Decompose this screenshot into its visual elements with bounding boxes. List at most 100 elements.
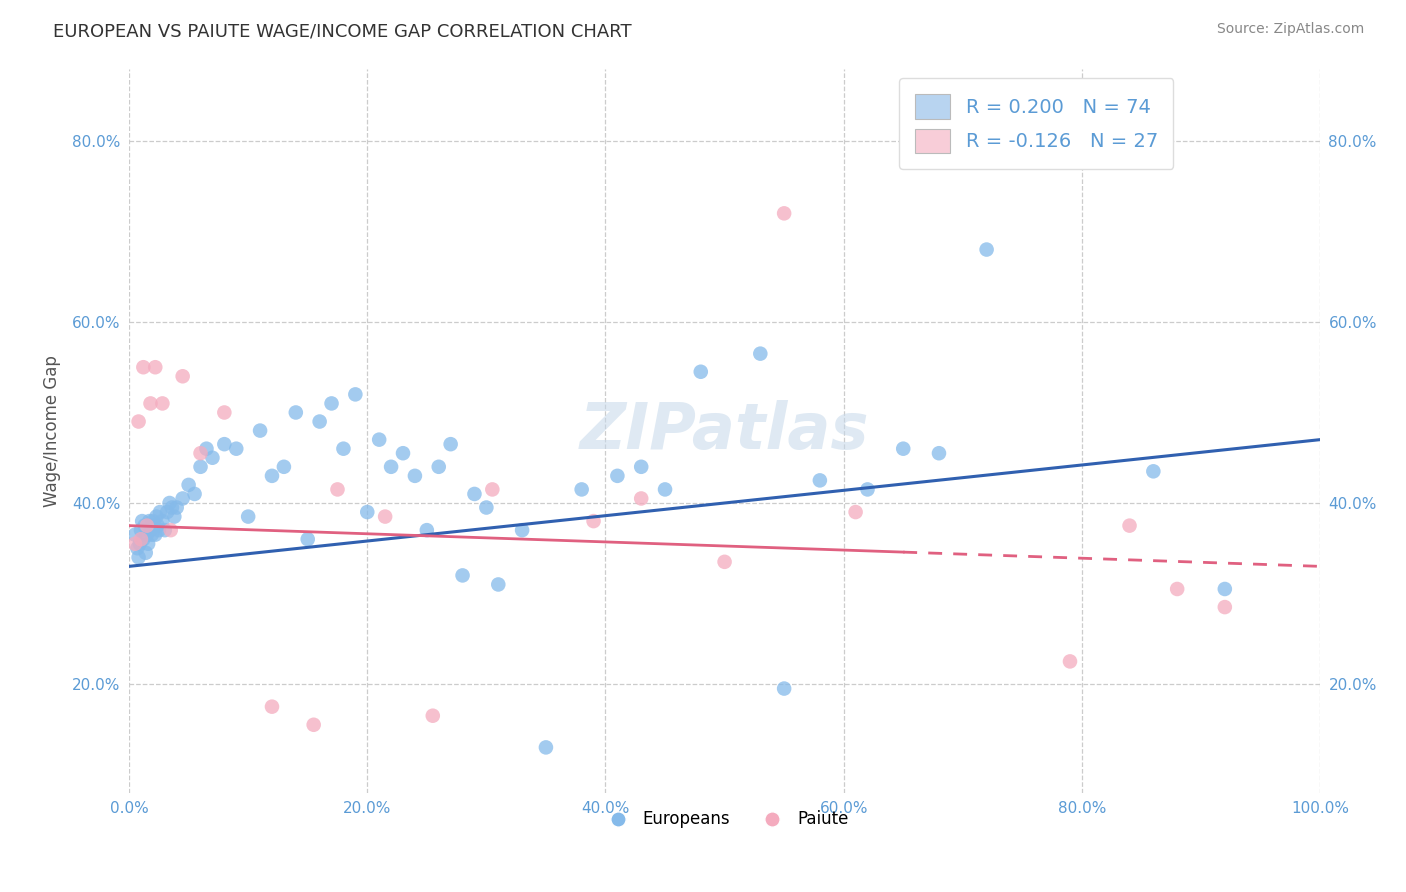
Point [132, 360, 155, 375]
Point [773, 681, 796, 696]
Point [582, 514, 605, 528]
Point [152, 514, 174, 528]
Point [195, 442, 218, 456]
Point [654, 483, 676, 497]
Text: EUROPEAN VS PAIUTE WAGE/INCOME GAP CORRELATION CHART: EUROPEAN VS PAIUTE WAGE/INCOME GAP CORRE… [53, 22, 633, 40]
Point [139, 396, 162, 410]
Point [332, 442, 354, 456]
Point [1213, 582, 1236, 596]
Point [128, 537, 150, 551]
Point [249, 424, 271, 438]
Point [308, 415, 330, 429]
Point [326, 483, 349, 497]
Point [891, 442, 914, 456]
Point [153, 523, 176, 537]
Point [177, 478, 200, 492]
Point [404, 468, 426, 483]
Point [134, 518, 156, 533]
Point [368, 433, 391, 447]
Y-axis label: Wage/Income Gap: Wage/Income Gap [44, 355, 60, 507]
Point [422, 708, 444, 723]
Point [166, 500, 188, 515]
Point [141, 527, 163, 541]
Point [451, 568, 474, 582]
Point [159, 496, 181, 510]
Point [201, 450, 224, 465]
Point [689, 365, 711, 379]
Point [773, 206, 796, 220]
Point [136, 537, 159, 551]
Point [143, 527, 166, 541]
Point [475, 500, 498, 515]
Point [808, 474, 831, 488]
Point [463, 487, 485, 501]
Point [190, 459, 212, 474]
Point [571, 483, 593, 497]
Point [427, 459, 450, 474]
Point [135, 546, 157, 560]
Point [1118, 518, 1140, 533]
Point [713, 555, 735, 569]
Point [928, 446, 950, 460]
Point [138, 514, 160, 528]
Point [128, 415, 150, 429]
Point [630, 491, 652, 506]
Point [136, 518, 159, 533]
Point [149, 505, 172, 519]
Point [481, 483, 503, 497]
Point [172, 369, 194, 384]
Point [124, 537, 146, 551]
Point [148, 523, 170, 537]
Text: Source: ZipAtlas.com: Source: ZipAtlas.com [1216, 22, 1364, 37]
Point [129, 532, 152, 546]
Point [146, 518, 169, 533]
Point [302, 718, 325, 732]
Point [606, 468, 628, 483]
Point [156, 505, 179, 519]
Point [214, 437, 236, 451]
Point [630, 459, 652, 474]
Point [440, 437, 463, 451]
Point [1166, 582, 1188, 596]
Point [344, 387, 367, 401]
Point [380, 459, 402, 474]
Point [136, 527, 159, 541]
Point [392, 446, 415, 460]
Point [132, 532, 155, 546]
Point [374, 509, 396, 524]
Text: ZIPatlas: ZIPatlas [579, 400, 869, 461]
Point [145, 509, 167, 524]
Point [845, 505, 868, 519]
Point [856, 483, 879, 497]
Point [159, 523, 181, 537]
Point [273, 459, 295, 474]
Point [534, 740, 557, 755]
Point [321, 396, 343, 410]
Point [486, 577, 509, 591]
Point [183, 487, 205, 501]
Legend: Europeans, Paiute: Europeans, Paiute [595, 804, 855, 835]
Point [131, 514, 153, 528]
Point [749, 346, 772, 360]
Point [128, 550, 150, 565]
Point [172, 491, 194, 506]
Point [142, 514, 165, 528]
Point [297, 532, 319, 546]
Point [214, 405, 236, 419]
Point [510, 523, 533, 537]
Point [190, 446, 212, 460]
Point [238, 509, 260, 524]
Point [139, 523, 162, 537]
Point [1142, 464, 1164, 478]
Point [1213, 600, 1236, 615]
Point [356, 505, 378, 519]
Point [284, 405, 307, 419]
Point [124, 527, 146, 541]
Point [160, 500, 183, 515]
Point [127, 541, 149, 556]
Point [416, 523, 439, 537]
Point [225, 442, 247, 456]
Point [152, 396, 174, 410]
Point [129, 523, 152, 537]
Point [163, 509, 186, 524]
